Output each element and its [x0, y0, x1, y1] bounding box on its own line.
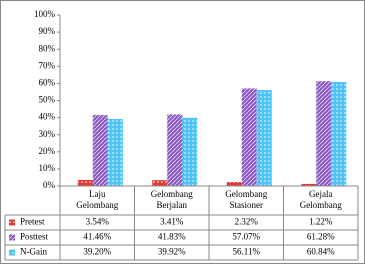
table-value: 41.46%: [83, 232, 111, 242]
y-tick-label: 0%: [43, 180, 56, 190]
y-tick-label: 20%: [39, 146, 56, 156]
bar: [316, 81, 332, 186]
x-tick-label: Gelombang Stasioner: [225, 189, 268, 210]
table-value: 60.84%: [307, 247, 335, 257]
bar: [331, 81, 347, 186]
bar: [92, 115, 108, 186]
bar: [241, 88, 257, 186]
table-value: 39.20%: [83, 247, 111, 257]
legend-key: [9, 219, 15, 226]
bar: [182, 117, 198, 186]
y-tick-label: 90%: [39, 26, 56, 36]
x-tick-label: Laju Gelombang: [76, 189, 119, 210]
bar: [77, 179, 93, 186]
legend-label: Pretest: [20, 217, 45, 227]
y-tick-label: 10%: [39, 163, 56, 173]
table-value: 1.22%: [309, 217, 333, 227]
y-tick-label: 70%: [39, 60, 56, 70]
bar: [226, 182, 242, 186]
y-tick-label: 30%: [39, 129, 56, 139]
x-tick-label: Gejala Gelombang: [299, 189, 342, 210]
table-value: 57.07%: [232, 232, 260, 242]
table-value: 41.83%: [158, 232, 186, 242]
table-value: 61.28%: [307, 232, 335, 242]
y-tick-label: 60%: [39, 77, 56, 87]
y-tick-label: 40%: [39, 112, 56, 122]
bar: [167, 114, 183, 186]
table-value: 3.41%: [160, 217, 184, 227]
bar: [152, 180, 168, 186]
table-value: 3.54%: [86, 217, 110, 227]
table-value: 2.32%: [235, 217, 259, 227]
x-tick-label: Gelombang Berjalan: [150, 189, 193, 210]
legend-label: Posttest: [20, 232, 49, 242]
legend-key: [9, 249, 15, 256]
bar: [107, 118, 123, 186]
y-tick-label: 100%: [34, 9, 56, 19]
y-tick-label: 80%: [39, 43, 56, 53]
bar: [301, 183, 317, 186]
table-value: 39.92%: [158, 247, 186, 257]
legend-label: N-Gain: [20, 247, 47, 257]
y-tick-label: 50%: [39, 95, 56, 105]
bar: [256, 90, 272, 186]
table-value: 56.11%: [233, 247, 261, 257]
legend-key: [9, 234, 15, 241]
